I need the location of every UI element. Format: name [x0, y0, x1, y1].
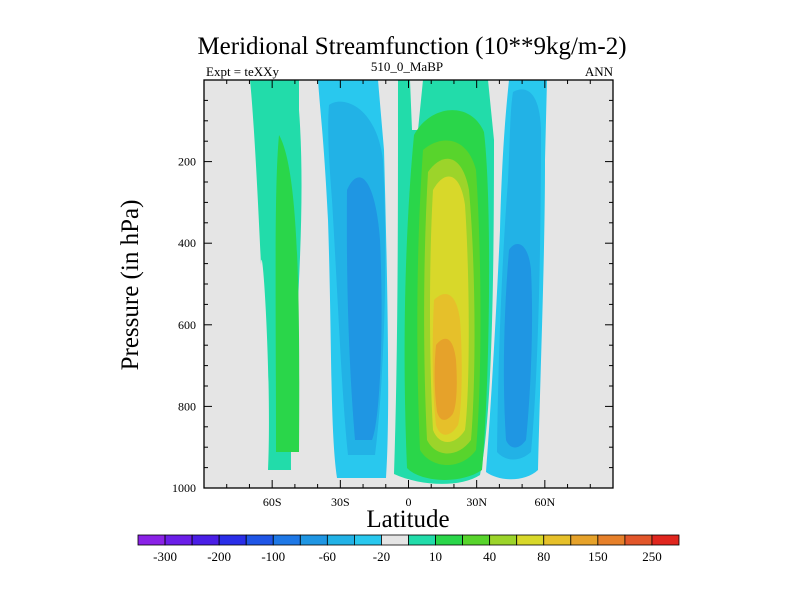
x-tick-label: 60N [534, 495, 555, 509]
northern-ferrel-inner-region [503, 244, 533, 448]
colorbar-swatch [326, 534, 355, 546]
contour-fills [250, 80, 547, 484]
colorbar-swatch [516, 534, 545, 546]
colorbar-label: -60 [319, 549, 336, 564]
x-axis-label: Latitude [366, 506, 449, 533]
x-tick-label: 0 [406, 495, 412, 509]
colorbar-swatch [408, 534, 436, 546]
colorbar-label: -20 [373, 549, 390, 564]
period-label: 510_0_MaBP [371, 59, 443, 74]
colorbar-label: 10 [429, 549, 442, 564]
colorbar-swatch [624, 534, 653, 546]
colorbar [137, 534, 680, 546]
y-tick-label: 600 [178, 318, 196, 332]
season-label: ANN [585, 64, 614, 79]
axis-tick-labels: 60S 30S 0 30N 60N 200 400 600 800 1000 [172, 155, 555, 509]
y-axis-label: Pressure (in hPa) [117, 200, 144, 371]
colorbar-swatch [435, 534, 463, 546]
colorbar-labels: -300 -200 -100 -60 -20 10 40 80 150 250 [153, 549, 662, 564]
x-tick-label: 60S [263, 495, 282, 509]
colorbar-swatch [137, 534, 166, 546]
colorbar-swatch [353, 534, 382, 546]
colorbar-label: 250 [642, 549, 662, 564]
y-tick-label: 200 [178, 155, 196, 169]
colorbar-label: 40 [483, 549, 496, 564]
colorbar-swatch [570, 534, 599, 546]
colorbar-swatch [543, 534, 572, 546]
colorbar-label: -300 [153, 549, 177, 564]
colorbar-swatch [191, 534, 220, 546]
colorbar-swatch [272, 534, 301, 546]
colorbar-label: -100 [261, 549, 285, 564]
axis-ticks [204, 80, 613, 489]
colorbar-label: -200 [207, 549, 231, 564]
colorbar-swatch [381, 534, 409, 546]
colorbar-swatch [164, 534, 193, 546]
southern-cell-core-region [275, 135, 300, 452]
chart-title: Meridional Streamfunction (10**9kg/m-2) [197, 33, 626, 60]
hadley-max-region [434, 338, 457, 420]
y-tick-label: 400 [178, 236, 196, 250]
colorbar-swatch [299, 534, 328, 546]
colorbar-swatch [489, 534, 518, 546]
y-tick-label: 1000 [172, 481, 196, 495]
colorbar-label: 80 [537, 549, 550, 564]
x-tick-label: 30N [466, 495, 487, 509]
colorbar-swatch [597, 534, 626, 546]
colorbar-swatch [462, 534, 491, 546]
colorbar-swatch [245, 534, 274, 546]
southern-ferrel-inner-region [346, 177, 382, 440]
colorbar-swatch [651, 534, 680, 546]
x-tick-label: 30S [331, 495, 350, 509]
colorbar-label: 150 [588, 549, 608, 564]
colorbar-swatch [218, 534, 247, 546]
y-tick-label: 800 [178, 399, 196, 413]
experiment-label: Expt = teXXy [206, 64, 280, 79]
